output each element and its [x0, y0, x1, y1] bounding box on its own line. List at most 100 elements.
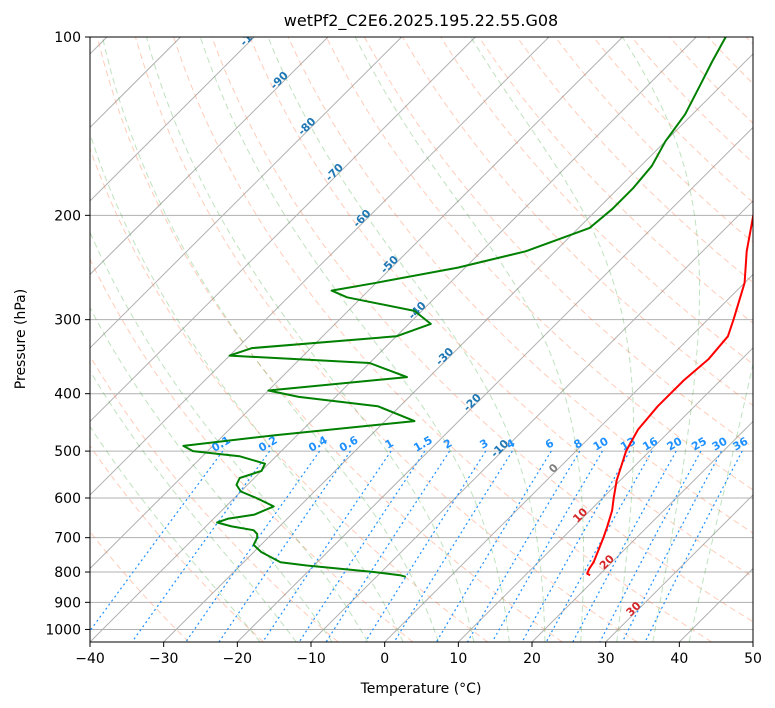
dry-adiabat: [90, 147, 488, 642]
y-axis-ticks: 100 200 300 400 500 600 700 800 900 1000: [45, 30, 90, 638]
mixing-ratio-line: [435, 450, 552, 642]
mixing-ratio-line: [466, 450, 581, 642]
isotherm-line: [90, 37, 402, 349]
y-tick-label: 500: [54, 444, 81, 460]
moist-adiabat: [146, 37, 475, 642]
x-tick-label: −30: [149, 651, 179, 667]
mixing-ratio-line: [572, 450, 677, 642]
moist-adiabat: [90, 306, 333, 642]
isotherm-label: -60: [350, 207, 373, 230]
dry-adiabat: [287, 37, 753, 534]
plot-frame: [89, 36, 754, 643]
chart-title: wetPf2_C2E6.2025.195.22.55.G08: [284, 11, 558, 31]
moist-adiabat: [688, 361, 753, 642]
mixing-ratio-line: [131, 450, 271, 642]
moist-adiabat: [470, 37, 635, 642]
mixing-ratio-line: [364, 450, 487, 642]
y-tick-label: 1000: [45, 622, 81, 638]
temperature-line: [586, 212, 753, 577]
moist-adiabat: [102, 37, 439, 642]
mixing-ratio-lines: [90, 450, 743, 642]
x-axis-title: Temperature (°C): [360, 681, 482, 697]
isotherm-line: [90, 37, 476, 423]
isotherm-line: [90, 37, 329, 276]
isotherm-line: [605, 494, 753, 642]
isotherm-line: [90, 37, 623, 570]
moist-adiabat-lines: [90, 37, 753, 642]
moist-adiabat: [90, 132, 404, 642]
dry-adiabat: [554, 37, 753, 243]
moist-adiabat: [199, 37, 510, 642]
isotherm-label: 20: [597, 552, 617, 572]
mixing-ratio-line: [298, 450, 426, 642]
dry-adiabat: [745, 37, 753, 45]
isotherm-line: [678, 567, 753, 642]
isotherm-label: 40: [650, 646, 670, 666]
isotherm-label: -100: [237, 20, 266, 49]
x-tick-label: 10: [449, 651, 467, 667]
dry-adiabat: [90, 355, 339, 642]
isotherm-lines: [90, 37, 753, 642]
mixing-ratio-line: [644, 450, 743, 642]
dry-adiabat: [592, 37, 753, 203]
dry-adiabat: [90, 445, 264, 642]
mixing-ratio-line: [491, 450, 604, 642]
dry-adiabat: [134, 37, 638, 642]
mixing-ratio-line: [90, 450, 224, 632]
isotherm-label: -30: [433, 345, 456, 368]
mixing-ratio-line: [325, 450, 451, 642]
y-tick-label: 900: [54, 595, 81, 611]
mixing-ratio-line: [521, 450, 631, 642]
dry-adiabat: [96, 37, 563, 642]
y-tick-label: 200: [54, 208, 81, 224]
mixing-ratio-label: 6: [543, 436, 556, 451]
dry-adiabat-lines: [90, 37, 753, 642]
x-tick-label: −10: [296, 651, 326, 667]
x-axis-ticks: −40 −30 −20 −10 0 10 20 30 40 50: [75, 642, 762, 667]
isotherm-line: [90, 37, 255, 202]
y-tick-label: 700: [54, 531, 81, 547]
y-axis-title: Pressure (hPa): [13, 289, 29, 389]
x-tick-label: 50: [744, 651, 762, 667]
mixing-ratio-line: [393, 450, 513, 642]
dewpoint-line: [182, 37, 727, 578]
isotherm-label: 10: [570, 505, 590, 525]
dry-adiabat: [249, 37, 753, 578]
mixing-ratio-line: [262, 450, 392, 642]
isotherm-line: [236, 126, 753, 642]
x-tick-label: 20: [523, 651, 541, 667]
moist-adiabat: [90, 231, 369, 642]
moist-adiabat: [90, 425, 261, 642]
y-tick-label: 100: [54, 30, 81, 46]
plot-area: -100-90-80-70-60-50-40-30-20-10010203040…: [90, 20, 753, 666]
isotherm-line: [457, 347, 753, 642]
y-tick-label: 800: [54, 565, 81, 581]
isotherm-label: -90: [268, 69, 291, 92]
isotherm-line: [531, 420, 753, 642]
isotherm-label: -80: [295, 115, 318, 138]
dry-adiabat: [211, 37, 753, 623]
moist-adiabat: [90, 369, 297, 642]
dry-adiabat: [707, 37, 753, 85]
dry-adiabat: [90, 258, 414, 642]
dry-adiabat: [516, 37, 753, 284]
isotherm-line: [90, 37, 550, 496]
x-tick-label: −40: [75, 651, 105, 667]
isotherm-label: -20: [461, 391, 484, 414]
pressure-gridlines: [90, 37, 753, 630]
dry-adiabat: [669, 37, 753, 124]
moist-adiabat: [267, 37, 546, 642]
isotherm-line: [310, 200, 753, 642]
moist-adiabat: [622, 37, 700, 642]
isotherm-line: [752, 641, 753, 642]
x-tick-label: 40: [670, 651, 688, 667]
isotherm-line: [163, 53, 753, 642]
mixing-ratio-line: [599, 450, 702, 642]
x-tick-label: −20: [223, 651, 253, 667]
dry-adiabat: [173, 37, 712, 642]
isotherm-label: -50: [378, 253, 401, 276]
x-tick-label: 0: [380, 651, 389, 667]
profile-series: [182, 37, 753, 578]
mixing-ratio-label: 2: [441, 437, 454, 452]
